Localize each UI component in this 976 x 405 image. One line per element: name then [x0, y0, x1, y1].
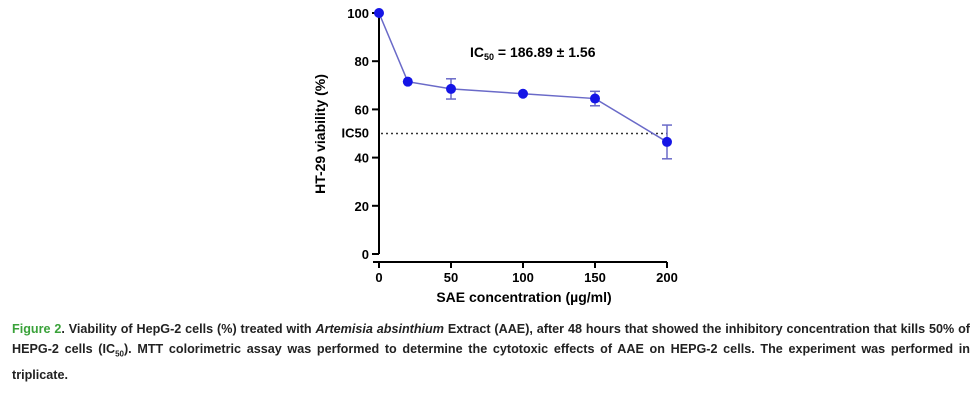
- ic50-annotation-sub: 50: [484, 52, 494, 62]
- y-tick-label: 80: [355, 54, 369, 69]
- series-line: [378, 12, 668, 143]
- x-tick-label: 150: [584, 270, 606, 285]
- data-point: [374, 8, 384, 18]
- caption-text-3: ). MTT colorimetric assay was performed …: [12, 342, 970, 382]
- figure-caption: Figure 2. Viability of HepG-2 cells (%) …: [12, 319, 970, 385]
- figure-label: Figure 2: [12, 322, 62, 336]
- y-tick-label: 100: [347, 6, 369, 21]
- ic50-reference-line-group: IC50: [342, 126, 667, 141]
- y-axis-label: HT-29 viability (%): [312, 74, 328, 194]
- y-tick-label: 40: [355, 151, 369, 166]
- caption-text-1: . Viability of HepG-2 cells (%) treated …: [61, 322, 316, 336]
- caption-species: Artemisia absinthium: [315, 322, 444, 336]
- ic50-annotation-main: IC: [470, 44, 484, 60]
- x-tick-label: 200: [656, 270, 678, 285]
- data-point: [402, 76, 413, 87]
- data-point: [590, 93, 600, 104]
- x-tick-label: 0: [375, 270, 382, 285]
- x-axis-label: SAE concentration (µg/ml): [436, 289, 611, 305]
- y-tick-label: 20: [355, 199, 369, 214]
- ic50-reference-label: IC50: [342, 126, 369, 141]
- y-tick-label: 0: [362, 247, 369, 262]
- x-tick-label: 50: [444, 270, 458, 285]
- data-point: [518, 88, 528, 99]
- y-tick-label: 60: [355, 102, 369, 117]
- ic50-annotation: IC50 = 186.89 ± 1.56: [470, 44, 596, 62]
- chart-series: [374, 8, 672, 160]
- chart-axes: 0 20 40 60 80 100 0 50 100 150 200: [347, 6, 678, 285]
- caption-text-2: Extract (AAE), after 48 hours that showe…: [12, 322, 970, 356]
- ic50-annotation-rest: = 186.89 ± 1.56: [494, 44, 596, 60]
- caption-sub: 50: [115, 349, 124, 359]
- x-tick-label: 100: [512, 270, 534, 285]
- data-point: [446, 83, 456, 94]
- data-point: [662, 136, 672, 147]
